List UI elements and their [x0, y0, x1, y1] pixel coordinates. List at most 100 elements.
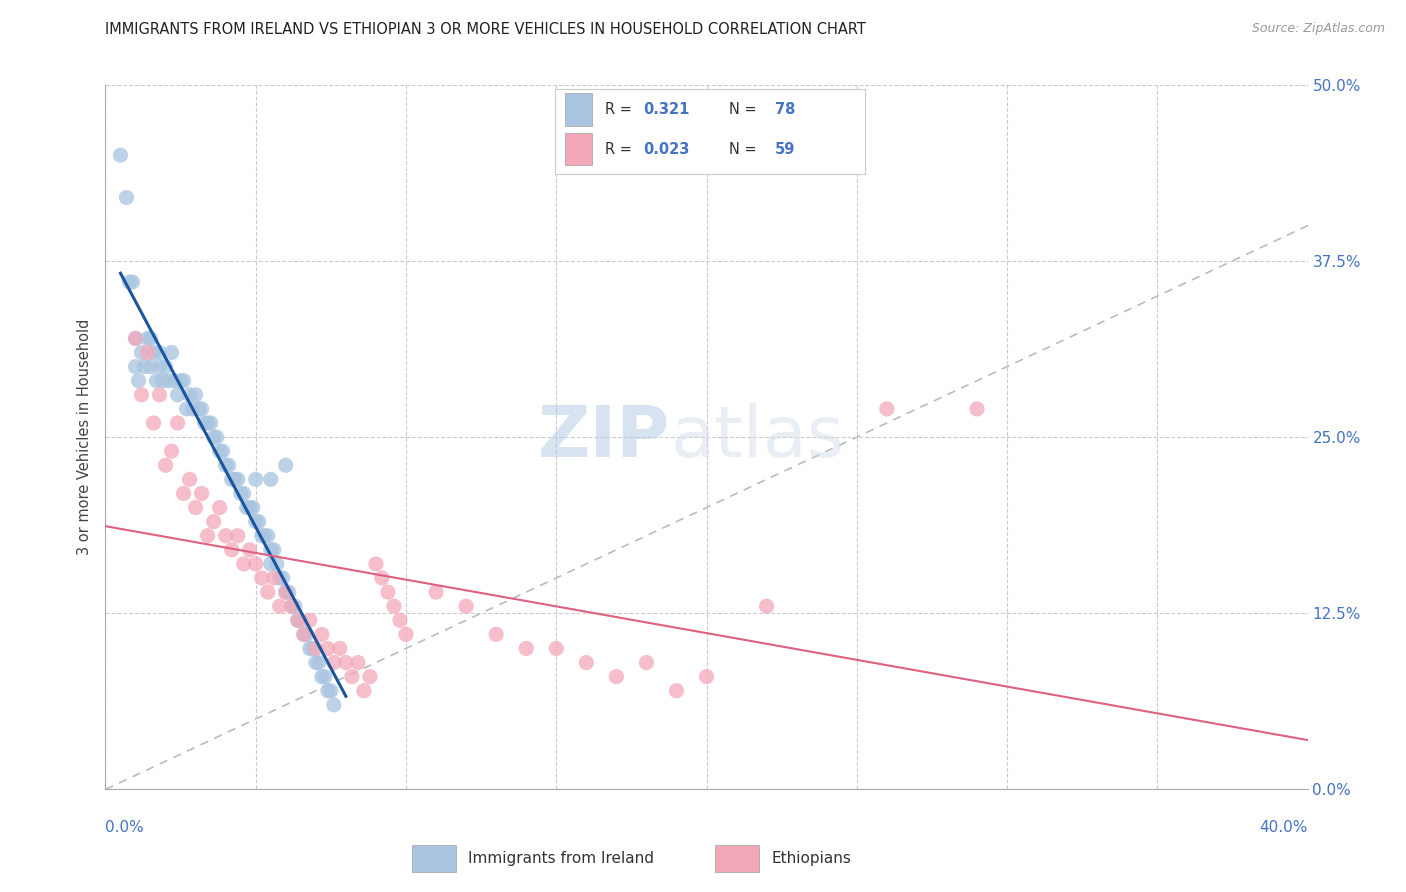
Point	[221, 472, 243, 486]
Point	[232, 486, 254, 500]
Point	[166, 416, 188, 430]
Point	[181, 401, 204, 416]
Point	[755, 599, 778, 614]
Point	[202, 515, 225, 529]
Point	[382, 599, 405, 614]
Point	[200, 416, 222, 430]
Text: N =: N =	[728, 142, 761, 157]
Point	[274, 585, 297, 599]
Point	[163, 374, 186, 388]
Point	[322, 698, 344, 712]
Point	[202, 430, 225, 444]
Point	[301, 641, 323, 656]
Point	[425, 585, 447, 599]
Point	[281, 599, 304, 614]
Text: N =: N =	[728, 102, 761, 117]
Point	[157, 374, 180, 388]
Point	[359, 670, 381, 684]
Point	[208, 500, 231, 515]
Text: R =: R =	[605, 102, 637, 117]
FancyBboxPatch shape	[716, 846, 759, 872]
Point	[169, 374, 191, 388]
Text: ZIP: ZIP	[538, 402, 671, 472]
Point	[305, 641, 328, 656]
Point	[665, 683, 688, 698]
Point	[239, 500, 262, 515]
Point	[142, 345, 165, 359]
Point	[190, 401, 212, 416]
Point	[364, 557, 387, 571]
Point	[142, 416, 165, 430]
Point	[148, 359, 170, 374]
Text: 78: 78	[775, 102, 796, 117]
Point	[197, 416, 219, 430]
Point	[155, 359, 177, 374]
Point	[124, 331, 146, 345]
Point	[266, 557, 288, 571]
Point	[287, 613, 309, 627]
Point	[319, 683, 342, 698]
Point	[208, 444, 231, 458]
Point	[118, 275, 141, 289]
Point	[636, 656, 658, 670]
Point	[274, 585, 297, 599]
Point	[134, 359, 156, 374]
Point	[295, 627, 318, 641]
Text: atlas: atlas	[671, 402, 845, 472]
Point	[271, 571, 294, 585]
Point	[128, 374, 150, 388]
Point	[263, 571, 285, 585]
Point	[316, 641, 339, 656]
Point	[148, 345, 170, 359]
Point	[166, 388, 188, 402]
FancyBboxPatch shape	[565, 133, 592, 165]
Point	[226, 472, 249, 486]
Point	[160, 444, 183, 458]
Point	[242, 500, 264, 515]
Point	[184, 500, 207, 515]
Point	[253, 529, 276, 543]
Point	[221, 542, 243, 557]
Point	[160, 345, 183, 359]
Text: 59: 59	[775, 142, 796, 157]
Point	[377, 585, 399, 599]
Point	[197, 529, 219, 543]
Point	[260, 542, 283, 557]
Point	[121, 275, 143, 289]
Point	[229, 486, 252, 500]
Point	[139, 359, 162, 374]
Point	[395, 627, 418, 641]
Point	[277, 585, 299, 599]
Point	[292, 627, 315, 641]
Point	[245, 557, 267, 571]
Point	[187, 401, 209, 416]
Point	[281, 599, 304, 614]
Point	[316, 683, 339, 698]
Point	[454, 599, 477, 614]
Text: Source: ZipAtlas.com: Source: ZipAtlas.com	[1251, 22, 1385, 36]
Point	[322, 656, 344, 670]
Point	[298, 641, 321, 656]
Point	[290, 613, 312, 627]
Point	[214, 529, 236, 543]
Point	[696, 670, 718, 684]
Point	[311, 670, 333, 684]
Point	[287, 613, 309, 627]
Point	[124, 359, 146, 374]
Point	[205, 430, 228, 444]
Point	[298, 613, 321, 627]
Point	[190, 486, 212, 500]
Point	[966, 401, 988, 416]
Point	[235, 500, 257, 515]
Point	[515, 641, 537, 656]
Text: 0.321: 0.321	[644, 102, 690, 117]
Text: 0.023: 0.023	[644, 142, 690, 157]
Point	[173, 486, 195, 500]
Point	[239, 542, 262, 557]
Point	[260, 472, 283, 486]
Point	[311, 627, 333, 641]
Point	[139, 331, 162, 345]
Point	[274, 458, 297, 473]
Point	[214, 458, 236, 473]
Point	[250, 529, 273, 543]
